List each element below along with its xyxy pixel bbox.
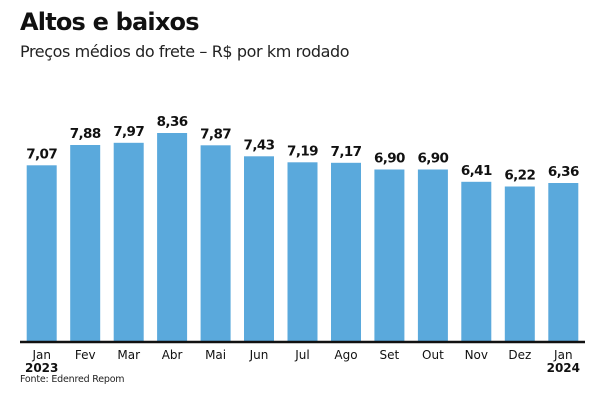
x-tick-label: Set <box>380 348 400 362</box>
chart-title: Altos e baixos <box>20 8 200 36</box>
x-tick-label: Dez <box>508 348 531 362</box>
bar-value-label: 7,07 <box>26 146 57 162</box>
bar-value-label: 7,17 <box>331 144 362 160</box>
x-tick-label: Out <box>422 348 444 362</box>
x-tick-label: Jan <box>553 348 573 362</box>
x-tick-label: Jun <box>249 348 269 362</box>
x-year-label: 2023 <box>25 361 58 375</box>
bar-out-9 <box>417 169 448 342</box>
bar-jun-5 <box>244 156 274 343</box>
x-tick-label: Abr <box>162 348 183 362</box>
x-tick-label: Mar <box>117 348 140 362</box>
bar-value-label: 6,90 <box>417 151 448 167</box>
x-year-label: 2024 <box>547 361 580 375</box>
bar-value-label: 7,97 <box>113 124 144 140</box>
bar-value-label: 6,22 <box>504 168 535 184</box>
bar-value-label: 6,90 <box>374 151 405 167</box>
x-tick-label: Jul <box>294 348 309 362</box>
bar-jul-6 <box>287 162 318 343</box>
chart-subtitle: Preços médios do frete – R$ por km rodad… <box>20 42 350 61</box>
bar-value-label: 7,88 <box>70 126 101 142</box>
bar-mar-2 <box>113 142 144 343</box>
bar-jan-12 <box>548 183 579 342</box>
bar-fev-1 <box>70 145 101 342</box>
bar-value-label: 6,36 <box>548 164 579 180</box>
bar-value-label: 8,36 <box>157 114 188 130</box>
bar-dez-11 <box>504 186 535 342</box>
bar-value-label: 6,41 <box>461 163 492 179</box>
bar-value-label: 7,43 <box>244 137 275 153</box>
bar-abr-3 <box>157 133 188 342</box>
bar-jan-0 <box>26 165 57 343</box>
value-labels-group: 7,07 7,88 7,97 8,36 7,87 7,43 7,19 7,17 6,90 6,90… <box>26 114 579 184</box>
x-tick-label: Nov <box>465 348 488 362</box>
source-note: Fonte: Edenred Repom <box>20 374 125 385</box>
bar-ago-7 <box>331 162 361 343</box>
bar-set-8 <box>374 169 405 342</box>
x-tick-label: Mai <box>205 348 226 362</box>
bar-mai-4 <box>200 145 231 343</box>
bar-value-label: 7,87 <box>200 126 231 142</box>
x-tick-label: Fev <box>75 348 96 362</box>
bar-nov-10 <box>461 181 492 343</box>
bar-value-label: 7,19 <box>287 143 318 159</box>
x-tick-label: Ago <box>334 348 357 362</box>
x-tick-label: Jan <box>31 348 51 362</box>
bars-group <box>26 133 579 343</box>
